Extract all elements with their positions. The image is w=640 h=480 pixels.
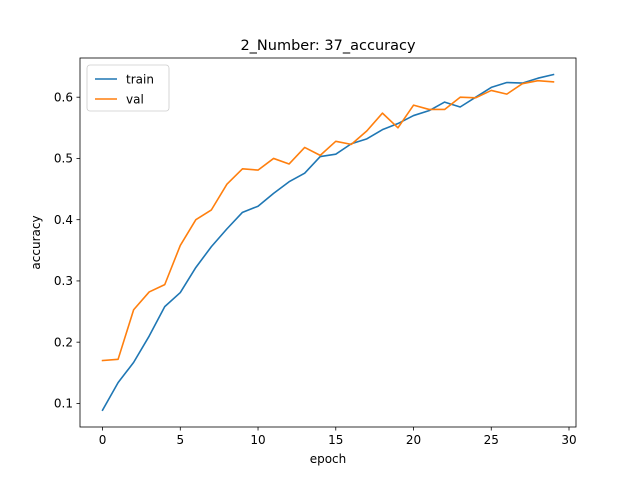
y-tick-label: 0.5 (54, 152, 73, 166)
x-axis: 0 5 10 15 20 25 30 (99, 427, 577, 447)
y-axis-label: accuracy (29, 215, 43, 269)
x-tick-label: 15 (328, 433, 343, 447)
x-tick-label: 0 (99, 433, 107, 447)
x-tick-label: 20 (406, 433, 421, 447)
series-layer (101, 73, 555, 412)
legend-label-val: val (126, 92, 144, 106)
x-axis-label: epoch (310, 452, 347, 466)
y-tick-label: 0.1 (54, 397, 73, 411)
y-tick-label: 0.4 (54, 213, 73, 227)
y-axis: 0.1 0.2 0.3 0.4 0.5 0.6 (54, 90, 80, 411)
y-tick-label: 0.3 (54, 274, 73, 288)
legend: train val (86, 64, 170, 112)
x-tick-label: 30 (561, 433, 576, 447)
y-tick-label: 0.6 (54, 90, 73, 104)
y-tick-label: 0.2 (54, 335, 73, 349)
chart-title: 2_Number: 37_accuracy (240, 38, 416, 54)
series-line-val (101, 79, 555, 362)
x-tick-label: 25 (484, 433, 499, 447)
axes-frame (79, 57, 577, 428)
x-tick-label: 5 (176, 433, 184, 447)
series-line-train (101, 73, 555, 412)
x-tick-label: 10 (250, 433, 265, 447)
legend-label-train: train (126, 72, 154, 86)
